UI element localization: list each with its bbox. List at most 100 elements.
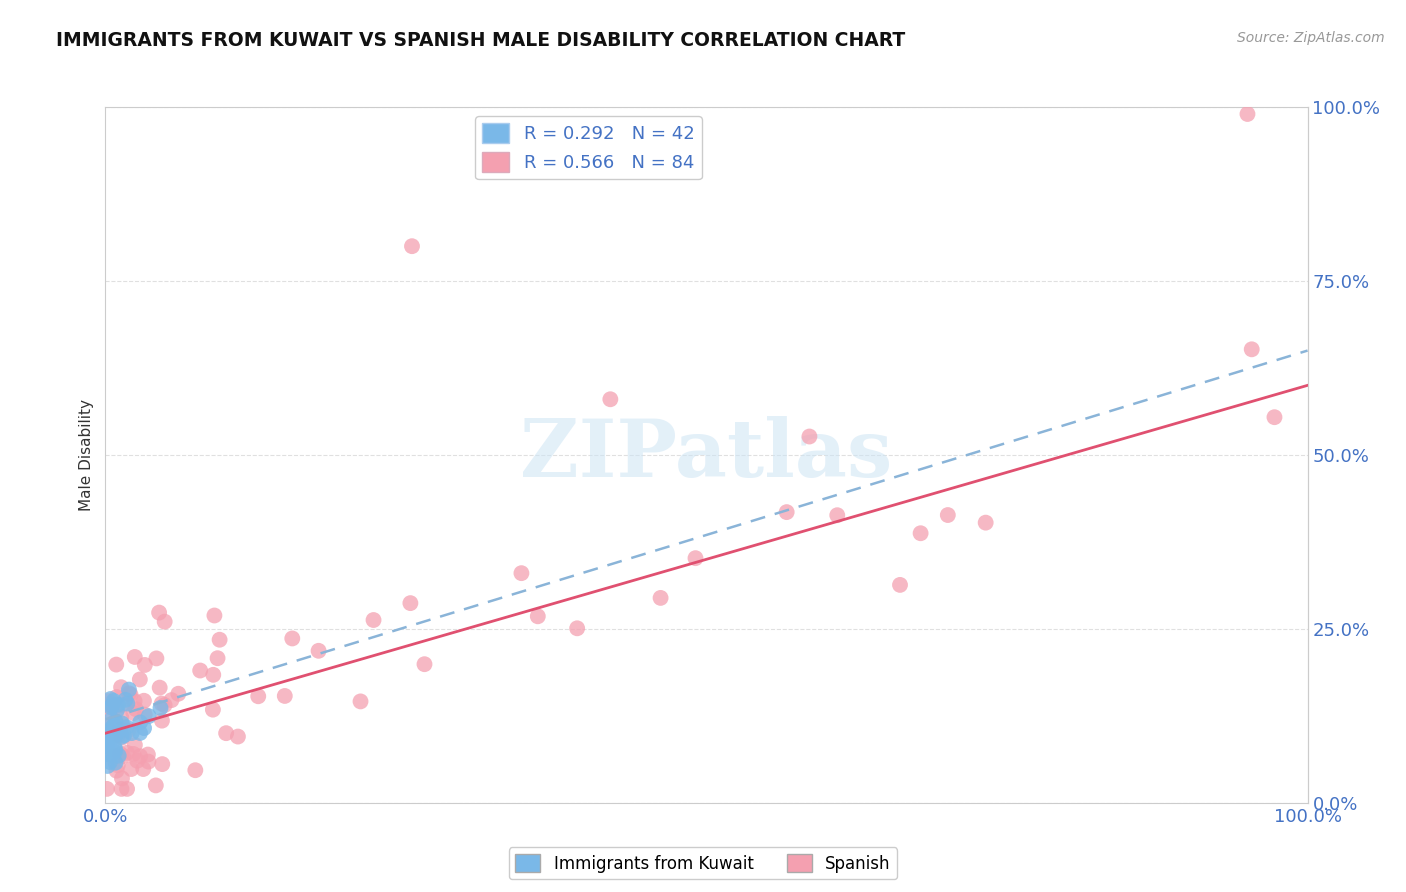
Point	[799, 429, 821, 443]
Point	[111, 772, 134, 786]
Point	[510, 566, 533, 581]
Point	[121, 726, 143, 740]
Point	[1263, 410, 1285, 425]
Point	[974, 516, 997, 530]
Point	[98, 692, 121, 706]
Point	[107, 748, 129, 763]
Point	[274, 689, 297, 703]
Point	[115, 720, 138, 734]
Point	[124, 738, 146, 752]
Point	[108, 723, 131, 738]
Point	[101, 720, 124, 734]
Point	[98, 755, 121, 769]
Point	[97, 694, 120, 708]
Point	[111, 716, 134, 731]
Point	[128, 673, 150, 687]
Point	[167, 687, 190, 701]
Point	[1240, 343, 1263, 357]
Point	[97, 723, 120, 738]
Point	[96, 735, 118, 749]
Point	[132, 694, 155, 708]
Point	[215, 726, 238, 740]
Point	[105, 690, 128, 704]
Point	[101, 730, 124, 744]
Point	[685, 551, 707, 566]
Point	[114, 693, 136, 707]
Point	[98, 698, 121, 712]
Point	[565, 621, 588, 635]
Point	[599, 392, 621, 407]
Point	[110, 680, 132, 694]
Point	[103, 694, 125, 708]
Point	[136, 747, 159, 762]
Point	[122, 747, 145, 761]
Point	[111, 731, 134, 745]
Point	[399, 596, 422, 610]
Point	[188, 664, 211, 678]
Point	[153, 698, 176, 712]
Point	[110, 781, 132, 796]
Point	[104, 714, 127, 729]
Point	[134, 657, 156, 672]
Point	[107, 758, 129, 772]
Point	[129, 715, 152, 730]
Point	[96, 747, 118, 761]
Point	[105, 657, 128, 672]
Point	[132, 721, 155, 735]
Point	[104, 742, 127, 756]
Point	[247, 690, 270, 704]
Point	[112, 728, 135, 742]
Point	[98, 704, 121, 718]
Point	[145, 651, 167, 665]
Point	[97, 747, 120, 761]
Point	[150, 757, 173, 772]
Point	[112, 749, 135, 764]
Point	[825, 508, 848, 523]
Text: Source: ZipAtlas.com: Source: ZipAtlas.com	[1237, 31, 1385, 45]
Point	[110, 710, 132, 724]
Point	[124, 649, 146, 664]
Point	[527, 609, 550, 624]
Point	[208, 632, 231, 647]
Point	[118, 682, 141, 697]
Point	[122, 706, 145, 720]
Point	[363, 613, 385, 627]
Point	[201, 703, 224, 717]
Legend: R = 0.292   N = 42, R = 0.566   N = 84: R = 0.292 N = 42, R = 0.566 N = 84	[475, 116, 702, 179]
Point	[153, 615, 176, 629]
Point	[149, 701, 172, 715]
Point	[401, 239, 423, 253]
Point	[910, 526, 932, 541]
Point	[105, 727, 128, 741]
Point	[145, 778, 167, 792]
Text: IMMIGRANTS FROM KUWAIT VS SPANISH MALE DISABILITY CORRELATION CHART: IMMIGRANTS FROM KUWAIT VS SPANISH MALE D…	[56, 31, 905, 50]
Point	[138, 709, 160, 723]
Text: ZIPatlas: ZIPatlas	[520, 416, 893, 494]
Point	[150, 714, 173, 728]
Point	[117, 697, 139, 711]
Point	[349, 694, 371, 708]
Point	[226, 730, 249, 744]
Point	[105, 703, 128, 717]
Point	[105, 726, 128, 740]
Point	[308, 644, 330, 658]
Point	[650, 591, 672, 605]
Y-axis label: Male Disability: Male Disability	[79, 399, 94, 511]
Point	[98, 729, 121, 743]
Point	[98, 727, 121, 741]
Point	[124, 694, 146, 708]
Point	[107, 728, 129, 742]
Point	[413, 657, 436, 672]
Point	[117, 723, 139, 738]
Point	[129, 749, 152, 764]
Point	[105, 764, 128, 778]
Point	[936, 508, 959, 522]
Point	[100, 712, 122, 726]
Point	[96, 781, 118, 796]
Point	[129, 726, 152, 740]
Point	[281, 632, 304, 646]
Point	[160, 693, 183, 707]
Point	[118, 686, 141, 700]
Point	[115, 781, 138, 796]
Point	[150, 697, 173, 711]
